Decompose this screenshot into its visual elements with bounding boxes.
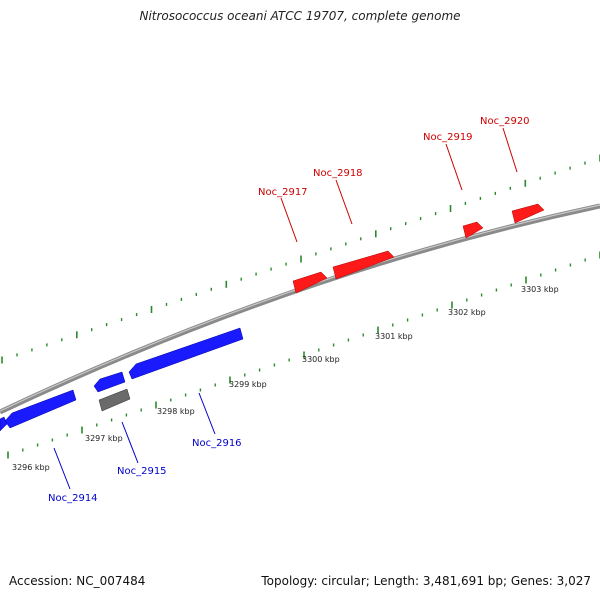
- scale-label-3300: 3300 kbp: [302, 355, 340, 364]
- label-noc-2916: Noc_2916: [192, 438, 242, 449]
- gene-noc-2916[interactable]: [128, 327, 244, 380]
- scale-label-3299: 3299 kbp: [229, 380, 267, 389]
- label-noc-2917: Noc_2917: [258, 187, 308, 198]
- reverse-tick-track: [7, 251, 600, 459]
- label-noc-2918: Noc_2918: [313, 168, 363, 179]
- scale-label-3298: 3298 kbp: [157, 407, 195, 416]
- leader-noc-2914: [53, 447, 71, 490]
- leader-noc-2918: [335, 179, 353, 225]
- scale-label-3303: 3303 kbp: [521, 285, 559, 294]
- gene-noc-2918[interactable]: [332, 250, 395, 280]
- genome-backbone-highlight: [0, 204, 600, 412]
- label-noc-2915: Noc_2915: [117, 466, 167, 477]
- scale-label-3296: 3296 kbp: [12, 463, 50, 472]
- gene-noc-2913-partial[interactable]: [0, 416, 8, 432]
- leader-noc-2919: [445, 143, 463, 191]
- leader-noc-2916: [198, 392, 216, 435]
- label-noc-2914: Noc_2914: [48, 493, 98, 504]
- gene-noc-2915[interactable]: [98, 388, 131, 412]
- leader-noc-2920: [502, 127, 518, 173]
- forward-tick-track: [1, 154, 600, 364]
- gene-noc-2915-blue[interactable]: [93, 371, 126, 393]
- gene-noc-2919[interactable]: [462, 221, 484, 239]
- leader-noc-2915: [121, 421, 139, 464]
- genome-backbone: [0, 203, 600, 415]
- label-noc-2919: Noc_2919: [423, 132, 473, 143]
- map-title: Nitrosococcus oceani ATCC 19707, complet…: [139, 9, 461, 23]
- gene-noc-2917[interactable]: [292, 271, 328, 294]
- leader-noc-2917: [280, 197, 298, 243]
- scale-label-3302: 3302 kbp: [448, 308, 486, 317]
- scale-label-3297: 3297 kbp: [85, 434, 123, 443]
- label-noc-2920: Noc_2920: [480, 116, 530, 127]
- scale-label-3301: 3301 kbp: [375, 332, 413, 341]
- gene-noc-2914[interactable]: [4, 389, 77, 429]
- gene-noc-2920[interactable]: [511, 203, 545, 224]
- accession-text: Accession: NC_007484: [9, 574, 146, 588]
- genome-summary-text: Topology: circular; Length: 3,481,691 bp…: [261, 574, 591, 588]
